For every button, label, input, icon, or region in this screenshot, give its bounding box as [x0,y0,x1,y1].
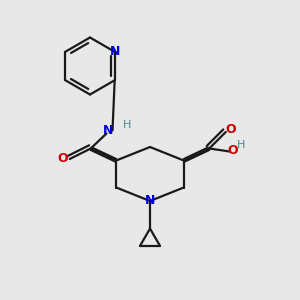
Text: O: O [225,123,236,136]
Text: N: N [103,124,113,137]
Text: H: H [237,140,245,150]
Text: O: O [58,152,68,166]
Text: O: O [227,143,238,157]
Text: N: N [110,45,120,58]
Text: H: H [123,120,131,130]
Text: N: N [145,194,155,208]
